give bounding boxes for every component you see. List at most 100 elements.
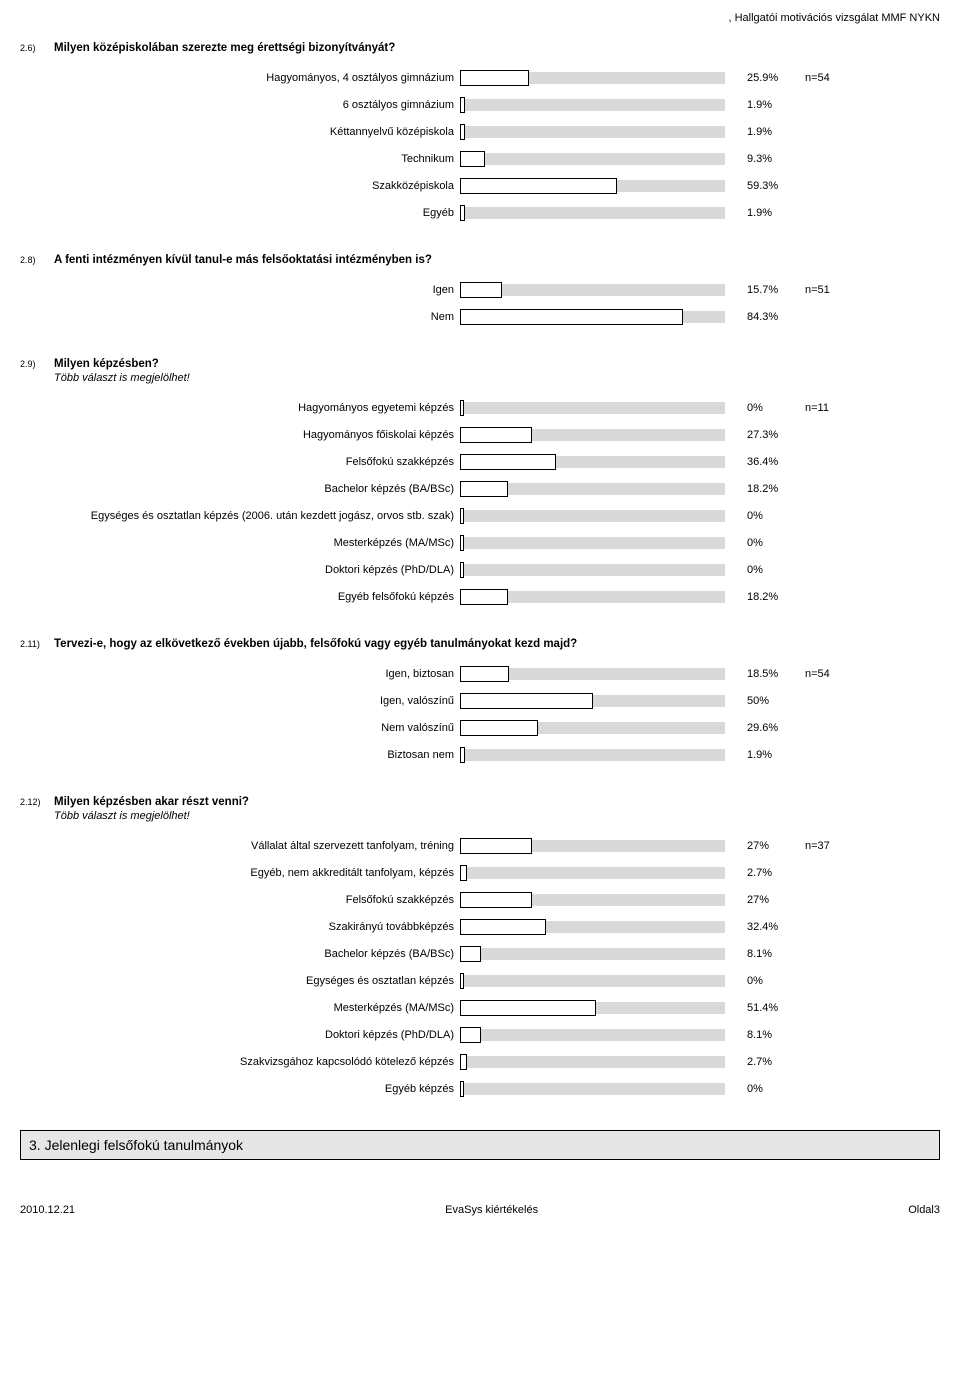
answer-percent: 15.7% [725,284,805,296]
footer-center: EvaSys kiértékelés [445,1204,538,1216]
bar-track [460,564,725,576]
question-block: 2.11)Tervezi-e, hogy az elkövetkező évek… [20,638,940,768]
answer-label: Igen [20,284,460,296]
bar-fill [460,747,465,763]
bar-track [460,921,725,933]
bar-fill [460,589,508,605]
question-title: Milyen középiskolában szerezte meg érett… [54,42,395,54]
answer-label: Szakközépiskola [20,180,460,192]
question-title: Milyen képzésben akar részt venni? [54,796,249,808]
bar-fill [460,973,464,989]
answer-percent: 9.3% [725,153,805,165]
answer-percent: 2.7% [725,867,805,879]
bar-track [460,591,725,603]
answer-percent: 29.6% [725,722,805,734]
answer-label: Szakvizsgához kapcsolódó kötelező képzés [20,1056,460,1068]
bar-fill [460,693,593,709]
question-head: 2.8)A fenti intézményen kívül tanul-e má… [20,254,940,266]
answer-row: Hagyományos egyetemi képzés0%n=11 [20,394,940,421]
question-head: 2.11)Tervezi-e, hogy az elkövetkező évek… [20,638,940,650]
answer-row: Doktori képzés (PhD/DLA)0% [20,556,940,583]
answer-label: Igen, biztosan [20,668,460,680]
answer-row: Szakvizsgához kapcsolódó kötelező képzés… [20,1048,940,1075]
answer-row: Hagyományos, 4 osztályos gimnázium25.9%n… [20,64,940,91]
question-head: 2.9)Milyen képzésben? [20,358,940,370]
question-title: Milyen képzésben? [54,358,159,370]
bar-fill [460,1054,467,1070]
bar-track [460,72,725,84]
answer-label: Nem [20,311,460,323]
page-header-title: , Hallgatói motivációs vizsgálat MMF NYK… [20,12,940,24]
bar-track [460,948,725,960]
answer-rows: Hagyományos egyetemi képzés0%n=11Hagyomá… [20,394,940,610]
bar-track [460,311,725,323]
bar-track [460,284,725,296]
answer-percent: 0% [725,537,805,549]
answer-percent: 1.9% [725,126,805,138]
answer-row: Doktori képzés (PhD/DLA)8.1% [20,1021,940,1048]
bar-track [460,153,725,165]
answer-n: n=54 [805,72,830,84]
bar-track [460,99,725,111]
question-block: 2.12)Milyen képzésben akar részt venni? T… [20,796,940,1102]
answer-rows: Igen15.7%n=51Nem84.3% [20,276,940,330]
answer-label: Doktori képzés (PhD/DLA) [20,564,460,576]
answer-label: Mesterképzés (MA/MSc) [20,1002,460,1014]
answer-label: Hagyományos egyetemi képzés [20,402,460,414]
bar-track [460,1056,725,1068]
answer-n: n=54 [805,668,830,680]
bar-fill [460,838,532,854]
answer-label: Egyéb felsőfokú képzés [20,591,460,603]
answer-label: Egyéb, nem akkreditált tanfolyam, képzés [20,867,460,879]
bar-fill [460,282,502,298]
answer-label: Egységes és osztatlan képzés (2006. után… [20,510,460,522]
answer-percent: 0% [725,402,805,414]
bar-fill [460,666,509,682]
answer-percent: 0% [725,1083,805,1095]
bar-fill [460,309,683,325]
answer-row: Mesterképzés (MA/MSc)0% [20,529,940,556]
answer-label: Egyéb képzés [20,1083,460,1095]
answer-label: Bachelor képzés (BA/BSc) [20,948,460,960]
answer-label: Kéttannyelvű középiskola [20,126,460,138]
answer-percent: 0% [725,975,805,987]
answer-row: Egységes és osztatlan képzés 0% [20,967,940,994]
answer-row: Egyéb1.9% [20,199,940,226]
answer-row: Kéttannyelvű középiskola 1.9% [20,118,940,145]
answer-row: 6 osztályos gimnázium1.9% [20,91,940,118]
question-number: 2.11) [20,639,54,649]
bar-fill [460,919,546,935]
question-head: 2.12)Milyen képzésben akar részt venni? [20,796,940,808]
answer-percent: 59.3% [725,180,805,192]
answer-row: Egyéb képzés 0% [20,1075,940,1102]
bar-track [460,894,725,906]
bar-track [460,749,725,761]
answer-row: Vállalat által szervezett tanfolyam, tré… [20,832,940,859]
bar-fill [460,508,464,524]
bar-track [460,456,725,468]
answer-label: Egységes és osztatlan képzés [20,975,460,987]
answer-percent: 27% [725,840,805,852]
question-subtitle: Több választ is megjelölhet! [54,810,940,822]
bar-fill [460,70,529,86]
answer-percent: 18.2% [725,591,805,603]
bar-track [460,695,725,707]
answer-label: Bachelor képzés (BA/BSc) [20,483,460,495]
answer-row: Felsőfokú szakképzés27% [20,886,940,913]
answer-percent: 1.9% [725,207,805,219]
answer-row: Bachelor képzés (BA/BSc) 18.2% [20,475,940,502]
bar-fill [460,892,532,908]
bar-fill [460,124,465,140]
bar-fill [460,400,464,416]
answer-percent: 50% [725,695,805,707]
answer-label: Technikum [20,153,460,165]
question-number: 2.9) [20,359,54,369]
bar-track [460,975,725,987]
answer-row: Biztosan nem1.9% [20,741,940,768]
answer-rows: Igen, biztosan18.5%n=54Igen, valószínű50… [20,660,940,768]
bar-fill [460,427,532,443]
answer-percent: 18.2% [725,483,805,495]
page-footer: 2010.12.21 EvaSys kiértékelés Oldal3 [20,1200,940,1216]
answer-label: Hagyományos, 4 osztályos gimnázium [20,72,460,84]
question-block: 2.9)Milyen képzésben?Több választ is meg… [20,358,940,610]
